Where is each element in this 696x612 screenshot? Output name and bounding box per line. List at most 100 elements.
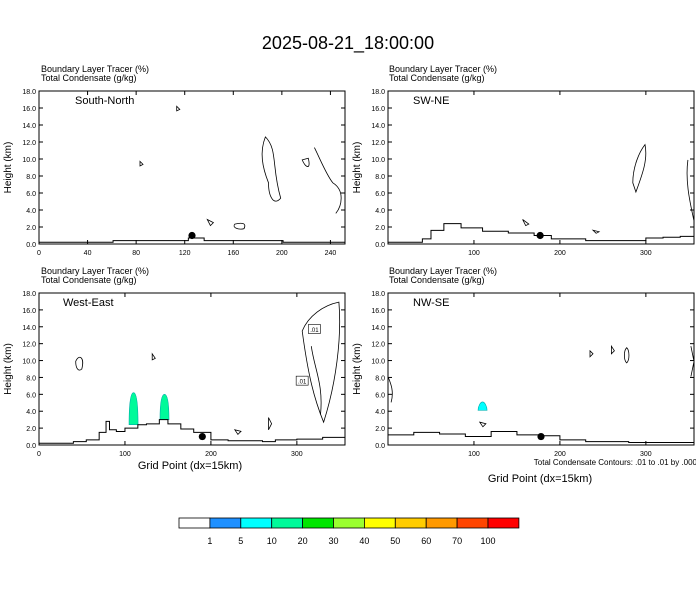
panel-header-condensate: Total Condensate (g/kg): [389, 73, 485, 83]
plot-frame: [387, 90, 695, 245]
colorbar-label: 60: [421, 536, 431, 546]
condensate-contour: [690, 346, 694, 377]
tracer-shaded-region: [477, 401, 488, 411]
x-tick-label: 100: [468, 451, 480, 458]
location-marker: [198, 432, 206, 441]
x-tick-label: 0: [37, 451, 41, 458]
contour-label-box: [295, 375, 309, 386]
condensate-contour: [310, 346, 322, 415]
y-tick-label: 6.0: [26, 392, 36, 399]
y-axis-label: Height (km): [352, 343, 363, 395]
y-tick-label: 12.0: [22, 140, 36, 147]
tracer-shaded-region: [128, 392, 139, 426]
condensate-contour: [75, 356, 83, 371]
condensate-contour: [388, 376, 393, 403]
location-marker: [536, 231, 544, 240]
colorbar-swatch: [302, 517, 334, 529]
x-tick-label: 300: [291, 451, 303, 458]
y-tick-label: 8.0: [26, 174, 36, 181]
panel-header-condensate: Total Condensate (g/kg): [389, 275, 485, 285]
x-tick-label: 160: [227, 250, 239, 257]
y-tick-label: 2.0: [26, 225, 36, 232]
condensate-contour: [591, 229, 601, 234]
condensate-contour: [478, 421, 487, 428]
panel-tag: NW-SE: [413, 297, 449, 309]
y-tick-label: 10.0: [371, 157, 385, 164]
x-tick-label: 100: [119, 451, 131, 458]
y-tick-label: 18.0: [22, 89, 36, 96]
condensate-contour: [261, 136, 282, 202]
x-tick-label: 200: [205, 451, 217, 458]
y-tick-label: 18.0: [371, 291, 385, 298]
y-tick-label: 12.0: [22, 342, 36, 349]
panel-header-tracer: Boundary Layer Tracer (%): [389, 64, 497, 74]
panel-header-condensate: Total Condensate (g/kg): [41, 73, 137, 83]
y-axis-label: Height (km): [3, 343, 14, 395]
y-tick-label: 8.0: [375, 174, 385, 181]
location-marker: [537, 432, 545, 441]
condensate-contour: [623, 347, 630, 364]
location-marker: [188, 231, 196, 240]
x-tick-label: 40: [84, 250, 92, 257]
y-tick-label: 16.0: [22, 308, 36, 315]
colorbar-label: 5: [238, 536, 243, 546]
panel-tag: West-East: [63, 297, 114, 309]
terrain-line: [39, 237, 345, 243]
panel-content: [39, 105, 345, 243]
y-tick-label: 18.0: [22, 291, 36, 298]
x-tick-label: 200: [554, 250, 566, 257]
colorbar-swatch: [333, 517, 365, 529]
plot-frame: [38, 292, 346, 446]
y-tick-label: 14.0: [371, 123, 385, 130]
y-tick-label: 10.0: [22, 157, 36, 164]
condensate-contour: [301, 157, 310, 167]
condensate-contour: [522, 219, 530, 227]
contour-label: .01: [310, 328, 319, 334]
plot-frame: [38, 90, 346, 245]
y-tick-label: 4.0: [26, 409, 36, 416]
panel-header-tracer: Boundary Layer Tracer (%): [41, 266, 149, 276]
panel-west-east: Boundary Layer Tracer (%)Total Condensat…: [3, 266, 346, 458]
panel-sw-ne: Boundary Layer Tracer (%)Total Condensat…: [352, 64, 695, 257]
colorbar-swatch: [240, 517, 273, 529]
y-tick-label: 10.0: [22, 359, 36, 366]
y-tick-label: 10.0: [371, 359, 385, 366]
condensate-contour: [176, 105, 181, 112]
colorbar-swatch: [425, 517, 458, 529]
colorbar-swatch: [271, 517, 304, 529]
y-tick-label: 16.0: [22, 106, 36, 113]
colorbar-label: 30: [328, 536, 338, 546]
tracer-shaded-region: [159, 394, 170, 420]
colorbar-label: 10: [267, 536, 277, 546]
x-tick-label: 240: [325, 250, 337, 257]
y-tick-label: 2.0: [26, 426, 36, 433]
condensate-contour: [314, 147, 342, 214]
y-axis-label: Height (km): [352, 142, 363, 194]
terrain-line: [388, 223, 694, 243]
y-tick-label: 0.0: [26, 443, 36, 450]
x-axis-label-left: Grid Point (dx=15km): [138, 460, 242, 472]
contour-note: Total Condensate Contours: .01 to .01 by…: [534, 458, 696, 467]
figure-title: 2025-08-21_18:00:00: [262, 33, 434, 54]
y-tick-label: 12.0: [371, 342, 385, 349]
condensate-contour: [589, 349, 594, 358]
y-tick-label: 4.0: [26, 208, 36, 215]
panel-content: .01 .01: [39, 301, 345, 444]
panel-tag: South-North: [75, 95, 134, 107]
y-tick-label: 0.0: [26, 242, 36, 249]
y-tick-label: 0.0: [375, 242, 385, 249]
y-tick-label: 18.0: [371, 89, 385, 96]
condensate-contour: [233, 429, 242, 436]
condensate-contour: [301, 301, 341, 424]
panel-nw-se: Boundary Layer Tracer (%)Total Condensat…: [352, 266, 695, 458]
y-tick-label: 2.0: [375, 225, 385, 232]
y-tick-label: 4.0: [375, 208, 385, 215]
contour-label-box: [308, 324, 321, 334]
colorbar-swatch: [178, 517, 211, 529]
y-tick-label: 6.0: [375, 191, 385, 198]
y-tick-label: 8.0: [26, 375, 36, 382]
condensate-contour: [206, 218, 215, 227]
contour-label: .01: [298, 380, 307, 386]
colorbar-label: 40: [359, 536, 369, 546]
y-tick-label: 2.0: [375, 426, 385, 433]
